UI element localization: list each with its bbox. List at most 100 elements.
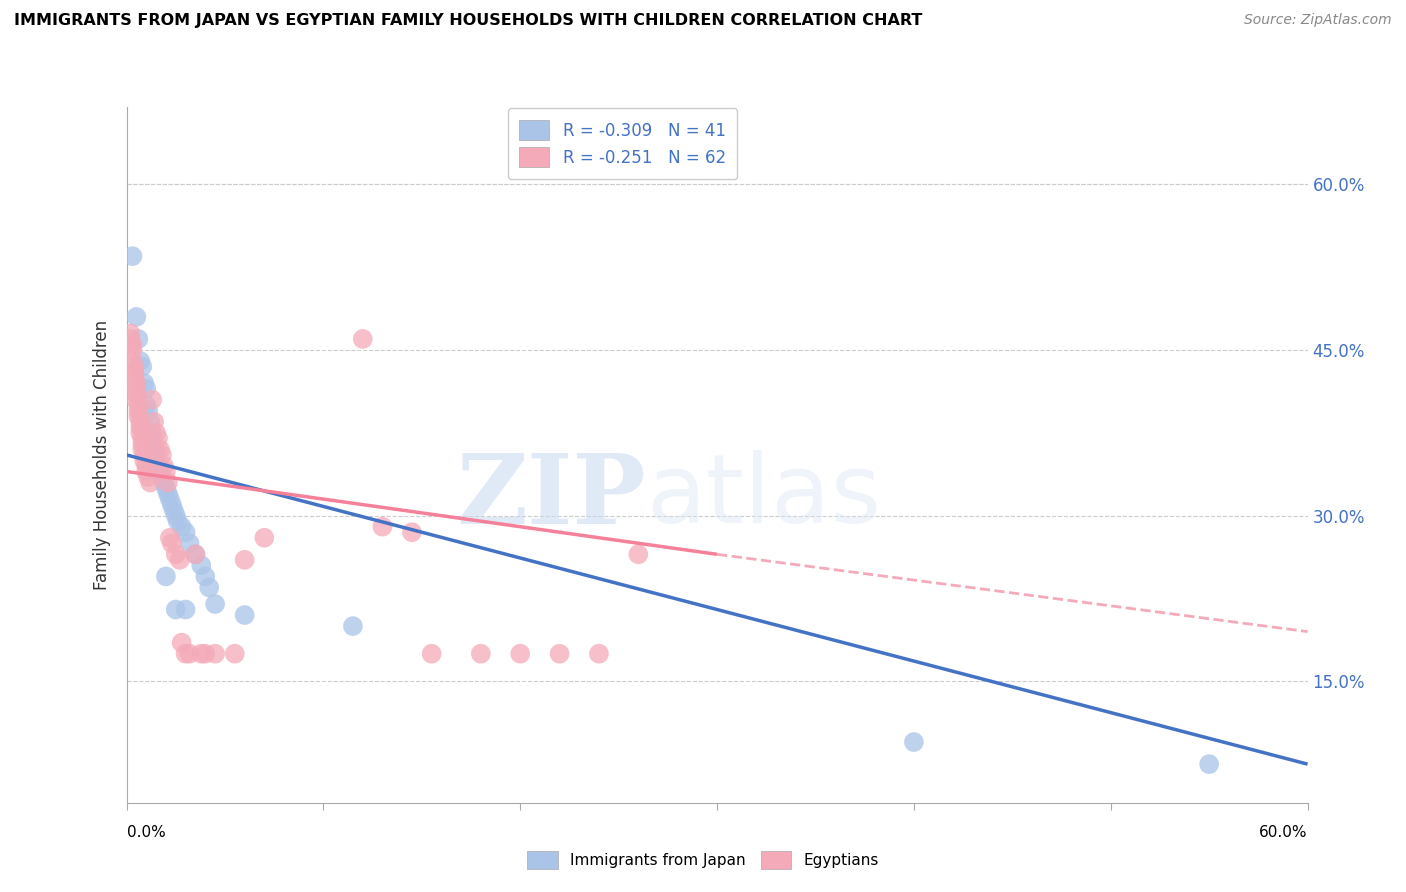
Point — [121, 337, 143, 351]
Point — [120, 332, 142, 346]
Point — [627, 547, 650, 561]
Point — [145, 425, 167, 440]
Point — [548, 647, 571, 661]
Point — [127, 409, 149, 424]
Point — [125, 376, 148, 391]
Point — [174, 602, 197, 616]
Point — [141, 431, 163, 445]
Legend: Immigrants from Japan, Egyptians: Immigrants from Japan, Egyptians — [522, 845, 884, 875]
Point — [163, 503, 186, 517]
Point — [198, 581, 221, 595]
Point — [352, 332, 374, 346]
Text: ZIP: ZIP — [457, 450, 647, 543]
Legend: R = -0.309   N = 41, R = -0.251   N = 62: R = -0.309 N = 41, R = -0.251 N = 62 — [508, 109, 738, 179]
Point — [159, 492, 181, 507]
Point — [135, 458, 157, 473]
Point — [156, 475, 179, 490]
Point — [129, 415, 152, 429]
Point — [125, 310, 148, 324]
Text: atlas: atlas — [647, 450, 882, 543]
Y-axis label: Family Households with Children: Family Households with Children — [93, 320, 111, 590]
Point — [124, 370, 146, 384]
Point — [117, 337, 139, 351]
Point — [134, 448, 156, 462]
Point — [233, 608, 256, 623]
Point — [179, 647, 201, 661]
Point — [136, 470, 159, 484]
Point — [155, 465, 177, 479]
Point — [184, 547, 207, 561]
Point — [121, 249, 143, 263]
Point — [141, 425, 163, 440]
Text: 0.0%: 0.0% — [127, 825, 166, 840]
Point — [371, 519, 394, 533]
Point — [129, 354, 152, 368]
Point — [129, 425, 152, 440]
Point — [121, 343, 143, 357]
Point — [190, 558, 212, 573]
Point — [165, 508, 187, 523]
Point — [160, 536, 183, 550]
Point — [156, 486, 179, 500]
Point — [204, 597, 226, 611]
Point — [135, 465, 157, 479]
Point — [420, 647, 443, 661]
Point — [127, 398, 149, 412]
Point — [120, 326, 142, 341]
Point — [190, 647, 212, 661]
Point — [224, 647, 246, 661]
Point — [903, 735, 925, 749]
Point — [153, 475, 176, 490]
Point — [134, 376, 156, 391]
Point — [194, 569, 217, 583]
Point — [127, 332, 149, 346]
Point — [131, 442, 153, 457]
Point — [125, 382, 148, 396]
Point — [150, 448, 173, 462]
Point — [149, 465, 172, 479]
Point — [204, 647, 226, 661]
Point — [169, 553, 191, 567]
Point — [401, 525, 423, 540]
Point — [146, 431, 169, 445]
Text: IMMIGRANTS FROM JAPAN VS EGYPTIAN FAMILY HOUSEHOLDS WITH CHILDREN CORRELATION CH: IMMIGRANTS FROM JAPAN VS EGYPTIAN FAMILY… — [14, 13, 922, 29]
Point — [121, 354, 143, 368]
Point — [125, 392, 148, 407]
Point — [342, 619, 364, 633]
Point — [588, 647, 610, 661]
Point — [155, 481, 177, 495]
Point — [170, 519, 193, 533]
Point — [174, 525, 197, 540]
Point — [141, 392, 163, 407]
Point — [129, 420, 152, 434]
Point — [253, 531, 276, 545]
Point — [135, 382, 157, 396]
Point — [160, 498, 183, 512]
Point — [139, 475, 162, 490]
Point — [124, 359, 146, 374]
Point — [120, 337, 142, 351]
Point — [233, 553, 256, 567]
Point — [165, 547, 187, 561]
Point — [134, 453, 156, 467]
Point — [166, 514, 188, 528]
Text: Source: ZipAtlas.com: Source: ZipAtlas.com — [1244, 13, 1392, 28]
Point — [194, 647, 217, 661]
Point — [179, 536, 201, 550]
Point — [127, 403, 149, 417]
Point — [146, 458, 169, 473]
Point — [174, 647, 197, 661]
Point — [159, 531, 181, 545]
Point — [1198, 757, 1220, 772]
Point — [139, 415, 162, 429]
Point — [153, 458, 176, 473]
Point — [124, 365, 146, 379]
Point — [509, 647, 531, 661]
Point — [143, 415, 166, 429]
Point — [143, 442, 166, 457]
Point — [125, 387, 148, 401]
Point — [131, 437, 153, 451]
Point — [155, 569, 177, 583]
Point — [145, 448, 167, 462]
Point — [165, 602, 187, 616]
